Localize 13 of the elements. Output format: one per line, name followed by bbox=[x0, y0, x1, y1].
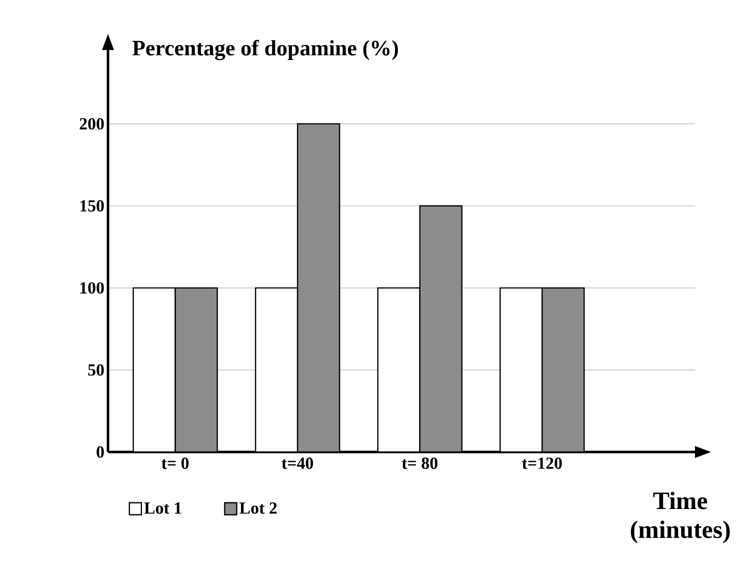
x-tick-label: t=120 bbox=[522, 458, 562, 469]
x-axis-title: Time (minutes) bbox=[630, 492, 730, 544]
y-tick-label: 50 bbox=[88, 364, 104, 376]
x-tick-label: t= 80 bbox=[402, 458, 438, 469]
y-tick-label: 0 bbox=[96, 446, 104, 458]
y-axis-title: Percentage of dopamine (%) bbox=[132, 40, 398, 60]
legend-label: Lot 1 bbox=[144, 502, 182, 514]
y-tick-label: 200 bbox=[80, 118, 104, 130]
y-tick-label: 100 bbox=[80, 282, 104, 294]
legend-label: Lot 2 bbox=[240, 502, 277, 514]
y-tick-label: 150 bbox=[80, 200, 104, 212]
x-tick-label: t=40 bbox=[282, 458, 314, 469]
x-tick-label: t= 0 bbox=[162, 458, 189, 469]
